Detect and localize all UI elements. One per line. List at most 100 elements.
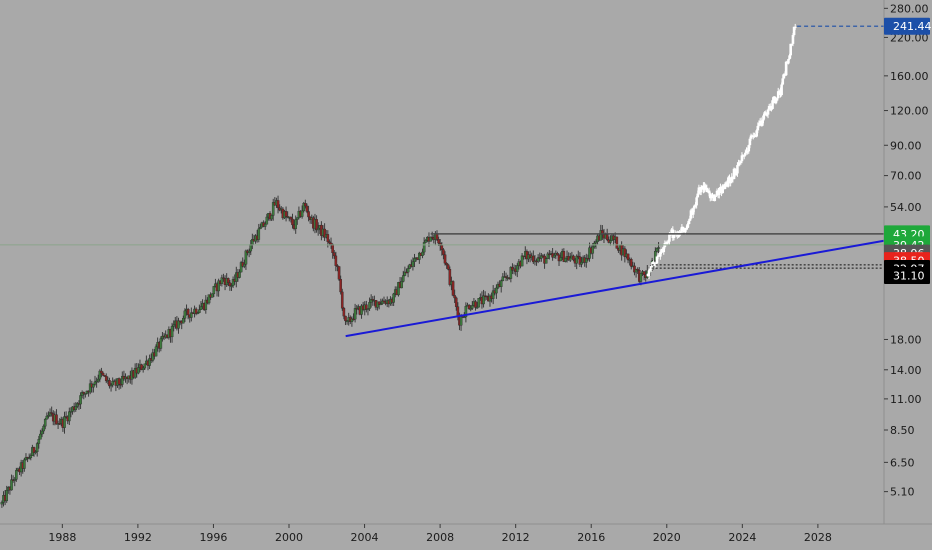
candle-body <box>148 358 151 366</box>
candle-body <box>401 275 405 282</box>
candle-body <box>23 459 26 469</box>
projection-body <box>733 168 737 175</box>
projection-body <box>707 190 711 194</box>
candle-body <box>182 318 185 324</box>
candle-body <box>34 451 37 453</box>
candle-body <box>454 297 458 307</box>
candle-body <box>37 438 41 444</box>
candle-body <box>615 236 619 249</box>
candle-body <box>45 415 49 420</box>
candle-body <box>585 257 588 263</box>
candle-body <box>55 414 58 425</box>
candle-body <box>599 230 603 241</box>
candle-body <box>442 249 445 255</box>
candle-body <box>544 258 548 264</box>
candle-body <box>520 255 524 267</box>
candle-body <box>141 367 145 370</box>
candle-body <box>300 210 304 217</box>
candle-body <box>100 370 103 374</box>
projection-body <box>695 197 698 206</box>
projection-body <box>710 195 713 199</box>
candle-body <box>98 370 102 380</box>
candle-body <box>217 280 220 292</box>
candle-body <box>315 219 318 231</box>
candle-body <box>323 228 326 238</box>
candle-body <box>220 277 224 284</box>
candle-body <box>578 256 582 265</box>
candle-body <box>5 490 9 502</box>
projection-body <box>668 234 671 242</box>
candle-body <box>365 304 368 310</box>
candle-body <box>177 320 180 329</box>
projection-body <box>793 26 797 29</box>
projection-body <box>699 187 703 193</box>
candle-body <box>15 470 18 480</box>
projection-body <box>776 91 780 99</box>
candle-body <box>634 268 638 273</box>
candle-body <box>369 299 373 303</box>
candle-body <box>342 307 346 317</box>
candle-body <box>418 252 421 260</box>
candle-body <box>339 279 342 293</box>
projection-series <box>646 23 797 279</box>
candle-body <box>381 300 384 305</box>
projection-body <box>728 177 731 184</box>
projection-body <box>746 150 749 153</box>
candle-body <box>68 411 71 422</box>
y-tick-label: 14.00 <box>890 364 922 377</box>
projection-body <box>694 205 697 207</box>
x-tick-label: 2000 <box>275 531 303 544</box>
candle-body <box>10 479 13 491</box>
candle-body <box>352 318 355 321</box>
candle-body <box>636 268 639 271</box>
candle-body <box>271 202 275 216</box>
candle-body <box>186 309 190 316</box>
candle-body <box>559 257 562 262</box>
candle-body <box>448 269 452 285</box>
candle-body <box>392 293 395 303</box>
candle-body <box>482 295 485 305</box>
projection-body <box>748 138 752 146</box>
projection-body <box>652 262 655 266</box>
candle-body <box>111 380 114 386</box>
candle-body <box>35 443 39 452</box>
x-tick-label: 2008 <box>426 531 454 544</box>
candle-body <box>336 265 339 267</box>
projection-body <box>704 185 707 188</box>
projection-body <box>766 109 770 115</box>
candle-body <box>95 380 98 383</box>
trendline <box>345 239 885 338</box>
candle-body <box>244 250 248 265</box>
x-tick-label: 2004 <box>351 531 379 544</box>
candle-body <box>270 215 273 220</box>
candle-body <box>69 411 73 413</box>
projection-body <box>655 256 659 264</box>
candle-body <box>477 298 481 308</box>
projection-body <box>729 181 732 184</box>
candle-body <box>305 205 309 212</box>
projection-body <box>774 100 778 104</box>
candle-body <box>79 395 82 405</box>
candle-body <box>474 301 477 308</box>
candle-body <box>562 251 566 262</box>
candle-body <box>540 255 543 259</box>
candle-body <box>459 316 463 326</box>
candle-body <box>485 295 489 298</box>
candle-body <box>451 281 455 296</box>
y-tick-label: 6.50 <box>890 456 915 469</box>
candle-body <box>403 271 407 276</box>
projection-body <box>653 264 656 266</box>
candle-body <box>42 425 45 432</box>
candle-body <box>445 263 448 266</box>
projection-body <box>781 78 785 85</box>
candle-body <box>286 216 289 218</box>
candle-body <box>334 255 338 266</box>
candle-body <box>307 211 310 218</box>
price-badge-label: 241.44 <box>893 20 932 33</box>
projection-body <box>764 112 768 116</box>
candle-body <box>121 375 124 385</box>
candle-body <box>629 259 633 267</box>
y-tick-label: 90.00 <box>890 139 922 152</box>
